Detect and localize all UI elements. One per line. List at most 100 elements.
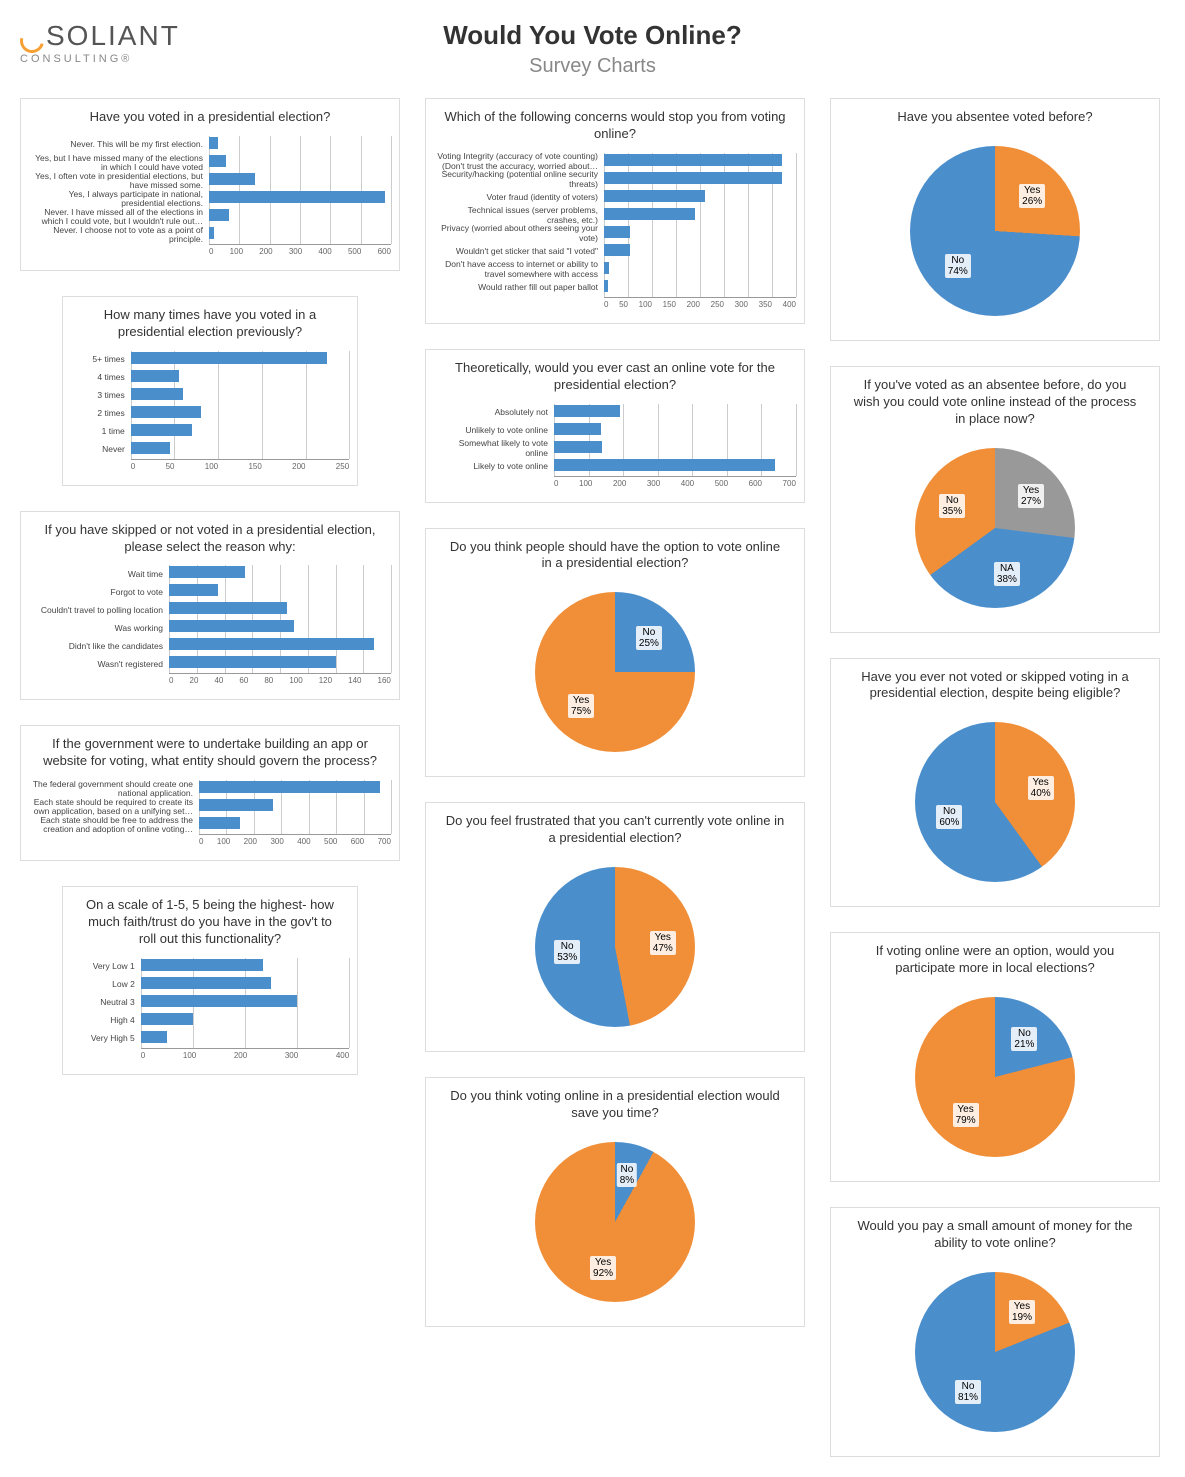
logo-subtext: CONSULTING® (20, 53, 220, 65)
pie-chart: Do you feel frustrated that you can't cu… (425, 802, 805, 1052)
axis-tick: 200 (613, 479, 626, 488)
chart-title: If you've voted as an absentee before, d… (839, 377, 1151, 428)
axis-tick: 80 (264, 676, 273, 685)
bar-label: 5+ times (71, 351, 131, 369)
axis-tick: 0 (554, 479, 558, 488)
axis-tick: 50 (166, 462, 175, 471)
bar-fill (554, 405, 620, 417)
bar-label: Each state should be required to create … (29, 798, 199, 816)
axis-tick: 400 (681, 479, 694, 488)
bar-fill (131, 352, 328, 364)
bar-fill (169, 602, 287, 614)
bar-label: Yes, I often vote in presidential electi… (29, 172, 209, 190)
axis-tick: 150 (248, 462, 261, 471)
bar-fill (169, 656, 336, 668)
axis-tick: 400 (336, 1051, 349, 1060)
bar-label: Yes, but I have missed many of the elect… (29, 154, 209, 172)
bar-label: Was working (29, 619, 169, 637)
bar-fill (604, 190, 705, 202)
axis-tick: 0 (131, 462, 135, 471)
bar-fill (199, 817, 240, 829)
bar-label: Never. I choose not to vote as a point o… (29, 226, 209, 244)
bar-fill (209, 227, 214, 239)
pie-slice-label: No81% (955, 1380, 981, 1404)
axis-tick: 200 (259, 247, 272, 256)
bar-fill (131, 370, 179, 382)
axis-tick: 200 (244, 837, 257, 846)
axis-tick: 100 (230, 247, 243, 256)
pie-slice-label: Yes47% (650, 931, 676, 955)
bar-label: Voting Integrity (accuracy of vote count… (434, 153, 604, 171)
axis-tick: 500 (715, 479, 728, 488)
chart-grid: Have you voted in a presidential electio… (20, 98, 1165, 1457)
bar-fill (169, 638, 374, 650)
bar-label: 1 time (71, 423, 131, 441)
axis-tick: 250 (336, 462, 349, 471)
axis-tick: 300 (735, 300, 748, 309)
bar-fill (604, 280, 608, 292)
axis-tick: 0 (141, 1051, 145, 1060)
bar-label: Wasn't registered (29, 655, 169, 673)
bar-label: Somewhat likely to vote online (434, 440, 554, 458)
bar-label: 4 times (71, 369, 131, 387)
axis-tick: 600 (378, 247, 391, 256)
pie-chart: Have you absentee voted before?Yes26%No7… (830, 98, 1160, 341)
axis-tick: 60 (239, 676, 248, 685)
chart-title: How many times have you voted in a presi… (71, 307, 349, 341)
chart-title: Have you ever not voted or skipped votin… (839, 669, 1151, 703)
bar-chart: Which of the following concerns would st… (425, 98, 805, 324)
bar-fill (209, 209, 229, 221)
bar-fill (169, 566, 245, 578)
axis-tick: 300 (647, 479, 660, 488)
pie-slice-label: No35% (939, 494, 965, 518)
bar-label: Wait time (29, 565, 169, 583)
axis-tick: 400 (318, 247, 331, 256)
bar-label: Never. I have missed all of the election… (29, 208, 209, 226)
chart-title: If voting online were an option, would y… (839, 943, 1151, 977)
bar-label: Forgot to vote (29, 583, 169, 601)
bar-label: Absolutely not (434, 404, 554, 422)
pie-slice-label: No60% (936, 805, 962, 829)
axis-tick: 100 (579, 479, 592, 488)
page-subtitle: Survey Charts (260, 55, 925, 78)
bar-label: Couldn't travel to polling location (29, 601, 169, 619)
logo-main: SOLIANT (20, 20, 220, 53)
bar-label: The federal government should create one… (29, 780, 199, 798)
axis-tick: 40 (214, 676, 223, 685)
axis-tick: 600 (351, 837, 364, 846)
chart-title: Have you voted in a presidential electio… (29, 109, 391, 126)
bar-fill (199, 799, 273, 811)
bar-fill (199, 781, 380, 793)
bar-label: Would rather fill out paper ballot (434, 279, 604, 297)
bar-fill (141, 1013, 193, 1025)
bar-fill (604, 154, 782, 166)
page-title: Would You Vote Online? (260, 20, 925, 51)
bar-label: Never. This will be my first election. (29, 136, 209, 154)
pie-chart: Would you pay a small amount of money fo… (830, 1207, 1160, 1457)
pie-slice-label: Yes92% (590, 1256, 616, 1280)
bar-fill (209, 155, 226, 167)
bar-label: Wouldn't get sticker that said "I voted" (434, 243, 604, 261)
column-2: Which of the following concerns would st… (425, 98, 805, 1327)
bar-fill (209, 173, 255, 185)
bar-label: Privacy (worried about others seeing you… (434, 225, 604, 243)
bar-label: Don't have access to internet or ability… (434, 261, 604, 279)
pie-chart: Have you ever not voted or skipped votin… (830, 658, 1160, 908)
bar-label: Neutral 3 (71, 994, 141, 1012)
logo-text: SOLIANT (46, 20, 180, 51)
pie-chart: If you've voted as an absentee before, d… (830, 366, 1160, 633)
bar-fill (141, 1031, 167, 1043)
axis-tick: 50 (619, 300, 628, 309)
chart-title: Would you pay a small amount of money fo… (839, 1218, 1151, 1252)
bar-chart: Theoretically, would you ever cast an on… (425, 349, 805, 503)
bar-label: Each state should be free to address the… (29, 816, 199, 834)
axis-tick: 20 (190, 676, 199, 685)
bar-fill (169, 584, 218, 596)
axis-tick: 100 (639, 300, 652, 309)
axis-tick: 400 (297, 837, 310, 846)
bar-label: Yes, I always participate in national, p… (29, 190, 209, 208)
axis-tick: 0 (604, 300, 608, 309)
bar-fill (554, 459, 775, 471)
bar-fill (554, 441, 602, 453)
bar-label: Likely to vote online (434, 458, 554, 476)
